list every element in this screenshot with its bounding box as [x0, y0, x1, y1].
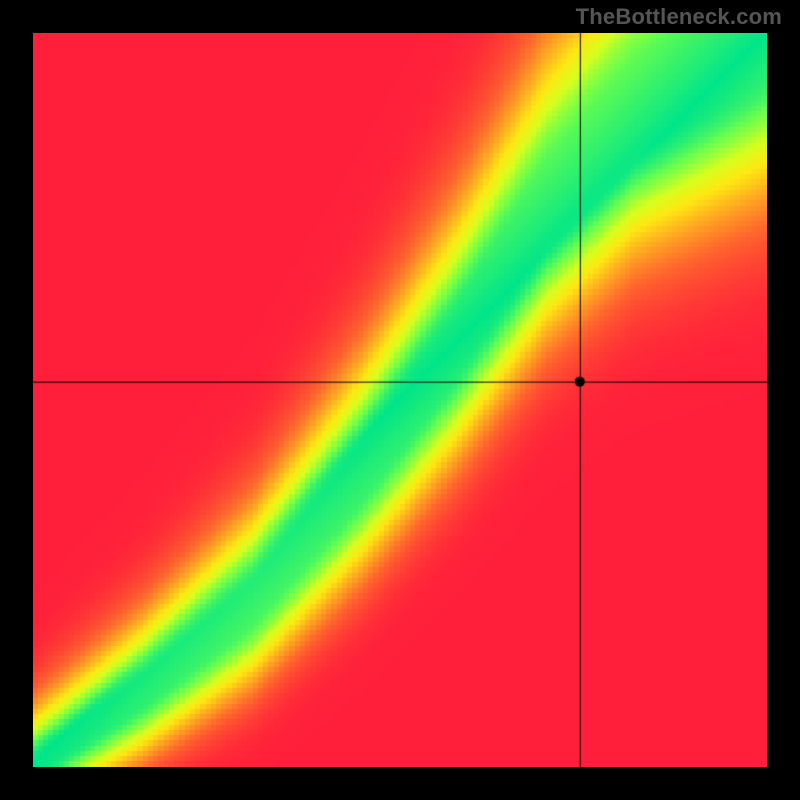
chart-container: TheBottleneck.com: [0, 0, 800, 800]
watermark-text: TheBottleneck.com: [576, 4, 782, 30]
bottleneck-heatmap: [33, 33, 767, 767]
